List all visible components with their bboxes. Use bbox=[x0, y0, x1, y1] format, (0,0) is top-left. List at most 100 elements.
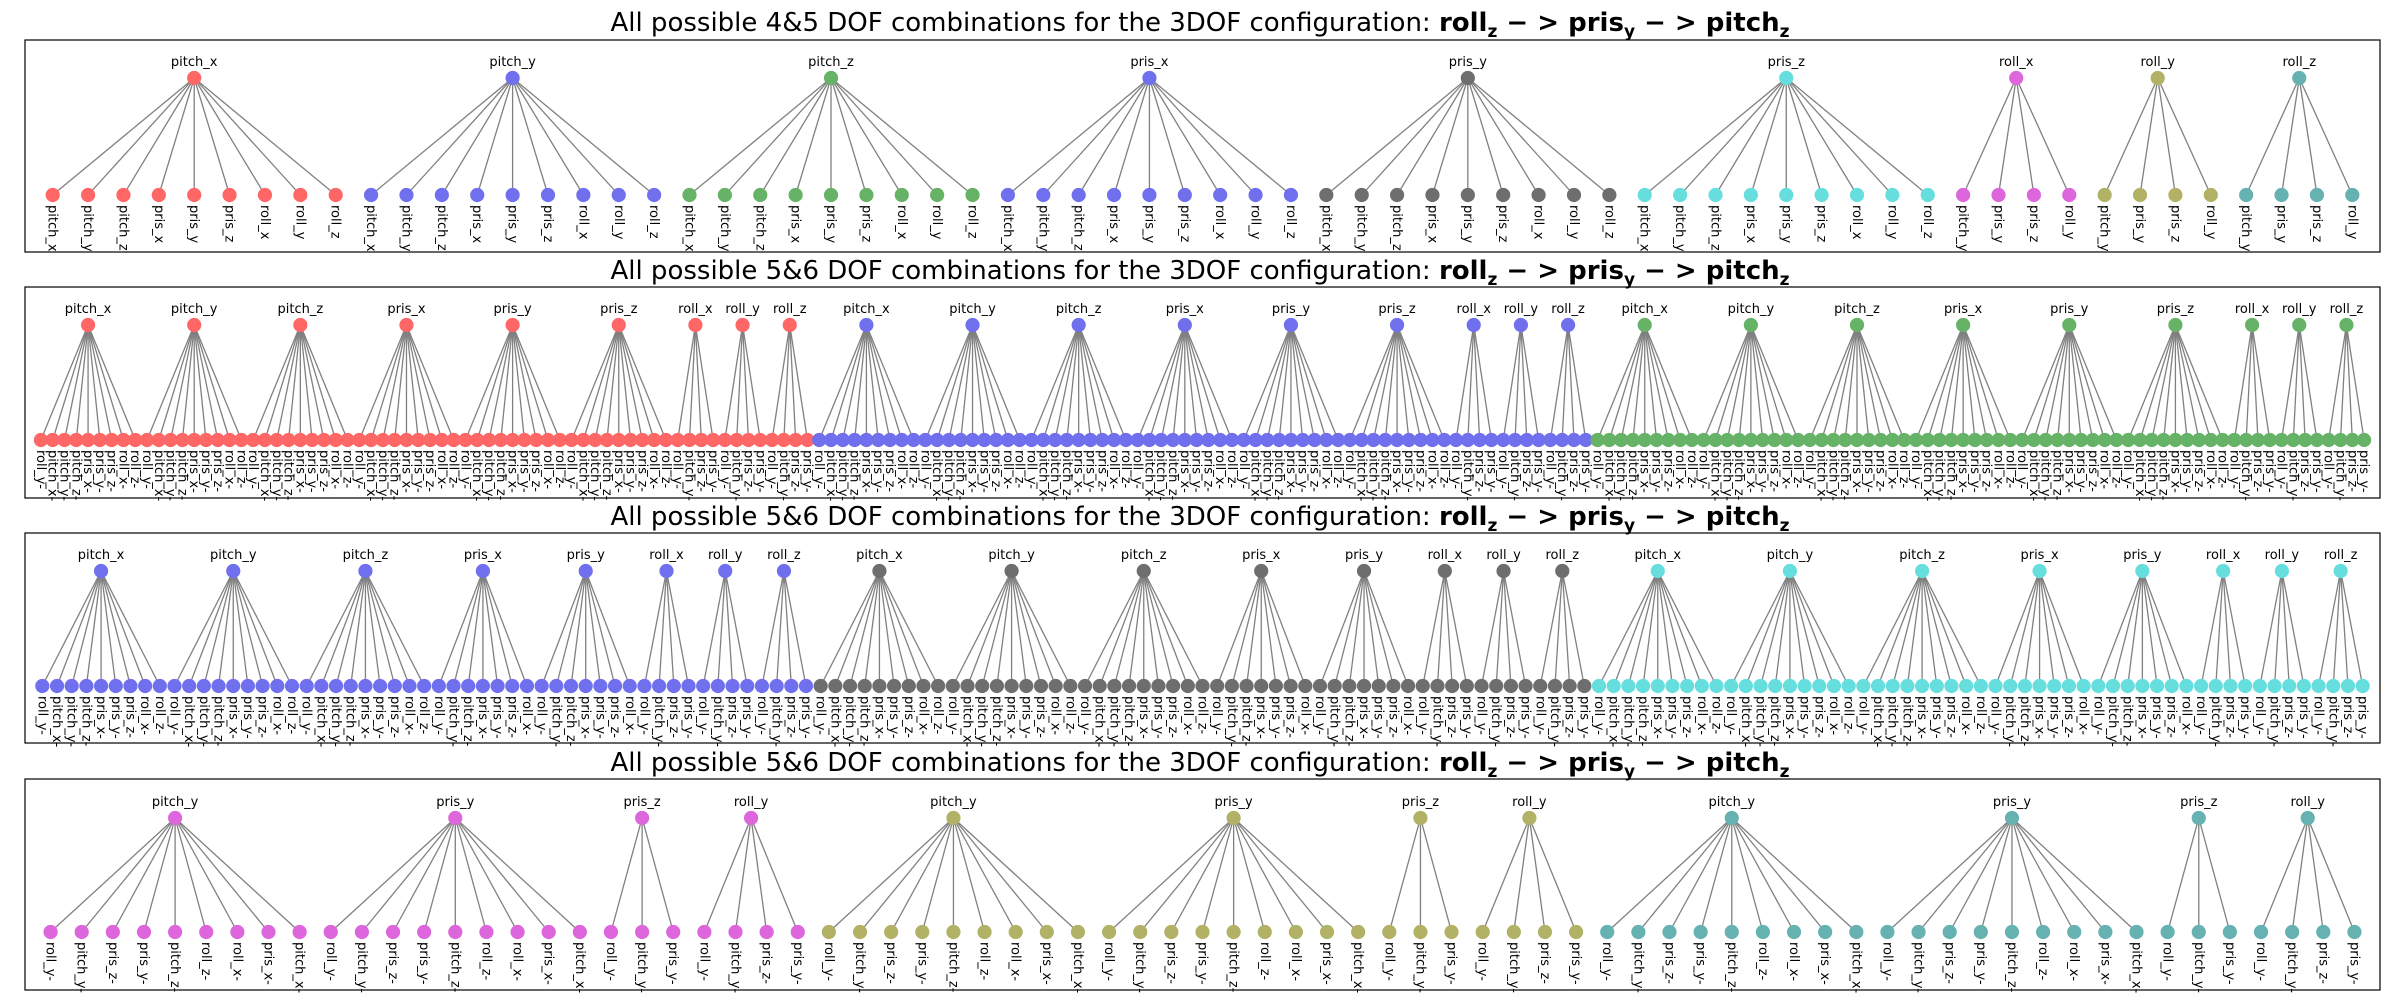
leaf-label: roll_y- bbox=[2253, 942, 2268, 981]
leaf-label: pris_x- bbox=[1319, 942, 1334, 985]
root-node bbox=[634, 810, 650, 826]
tree-edge bbox=[75, 324, 89, 441]
tree-edge bbox=[1520, 324, 1540, 441]
leaf-node bbox=[1908, 432, 1924, 448]
tree-pris_z: pris_zroll_y-pitch_x-pitch_y-pitch_z-pri… bbox=[564, 302, 674, 502]
root-label: pris_y bbox=[1215, 795, 1253, 810]
root-label: pitch_y bbox=[171, 302, 218, 317]
leaf-node bbox=[74, 924, 89, 940]
tree-edge bbox=[394, 324, 408, 441]
tree-pris_y: pris_yroll_y-pitch_x-pitch_y-pitch_z-pri… bbox=[457, 302, 567, 502]
leaf-node bbox=[1929, 678, 1944, 694]
root-node bbox=[1226, 810, 1241, 826]
panel-1-title: All possible 4&5 DOF combinations for th… bbox=[610, 8, 1789, 42]
tree-edge bbox=[2151, 324, 2177, 441]
tree-edge bbox=[1348, 570, 1365, 687]
leaf-label: roll_y- bbox=[1542, 450, 1557, 489]
leaf-label: roll_x- bbox=[2066, 942, 2081, 981]
leaf-label: roll_x- bbox=[1318, 450, 1333, 489]
leaf-node bbox=[2309, 432, 2325, 448]
leaf-node bbox=[576, 432, 591, 448]
leaf-label: roll_y bbox=[2061, 205, 2076, 240]
root-label: pris_y bbox=[1272, 302, 1310, 317]
title-segment: z bbox=[1780, 516, 1790, 536]
leaf-label: roll_z- bbox=[1684, 450, 1699, 489]
leaf-label: pris_y- bbox=[1861, 450, 1876, 493]
title-segment: pris bbox=[1568, 8, 1624, 38]
root-node bbox=[2339, 317, 2354, 333]
leaf-label: roll_y- bbox=[945, 696, 960, 735]
leaf-node bbox=[45, 187, 60, 203]
root-label: pris_y bbox=[2050, 302, 2088, 317]
leaf-label: pitch_x- bbox=[1350, 942, 1365, 994]
leaf-label: pris_z- bbox=[2344, 450, 2359, 492]
leaf-node bbox=[2252, 678, 2267, 694]
leaf-node bbox=[352, 432, 367, 448]
leaf-label: pris_y- bbox=[798, 696, 813, 739]
tree-edge bbox=[512, 324, 561, 441]
leaf-node bbox=[1165, 432, 1181, 448]
tree-edge bbox=[2280, 77, 2300, 196]
leaf-node bbox=[872, 678, 887, 694]
leaf-node bbox=[151, 187, 166, 203]
leaf-label: roll_y- bbox=[2014, 450, 2029, 489]
leaf-node bbox=[1039, 924, 1054, 940]
tree-edge bbox=[405, 77, 514, 196]
leaf-label: roll_y- bbox=[1696, 450, 1711, 489]
leaf-node bbox=[894, 187, 909, 203]
leaf-node bbox=[529, 432, 544, 448]
leaf-node bbox=[1077, 678, 1093, 694]
leaf-node bbox=[2340, 678, 2356, 694]
leaf-node bbox=[299, 678, 314, 694]
leaf-node bbox=[2017, 678, 2032, 694]
leaf-label: pris_z- bbox=[528, 450, 543, 492]
tree-edge bbox=[2127, 570, 2144, 687]
leaf-node bbox=[1236, 432, 1251, 448]
leaf-label: roll_y- bbox=[2226, 450, 2241, 489]
tree-edge bbox=[512, 77, 620, 196]
leaf-label: roll_y- bbox=[299, 696, 314, 735]
tree-edge bbox=[50, 817, 176, 933]
leaf-label: pitch_y- bbox=[1753, 696, 1768, 747]
tree-edge bbox=[1514, 324, 1522, 441]
leaf-node bbox=[1779, 432, 1794, 448]
root-node bbox=[2168, 317, 2183, 333]
tree-pitch_x: pitch_xroll_y-pitch_x-pitch_y-pitch_z-pr… bbox=[813, 548, 946, 748]
leaf-node bbox=[505, 678, 520, 694]
leaf-node bbox=[670, 432, 685, 448]
tree-edge bbox=[193, 324, 231, 441]
leaf-label: roll_y- bbox=[1415, 696, 1430, 735]
root-label: roll_z bbox=[1546, 548, 1580, 563]
leaf-node bbox=[1437, 432, 1452, 448]
tree-edge bbox=[1078, 324, 1092, 441]
tree-edge bbox=[1290, 324, 1316, 441]
leaf-label: pitch_x bbox=[1000, 205, 1015, 252]
tree-pris_x: pris_xroll_y-pitch_y-pitch_z-pris_x-pris… bbox=[1988, 548, 2091, 747]
tree-edge bbox=[2174, 324, 2188, 441]
tree-pitch_y: pitch_yroll_y-pitch_x-pitch_y-pitch_z-pr… bbox=[139, 302, 249, 502]
leaf-label: pris_z- bbox=[1662, 942, 1677, 984]
tree-edge bbox=[1502, 324, 1522, 441]
leaf-node bbox=[1661, 432, 1676, 448]
leaf-label: pitch_x- bbox=[151, 450, 166, 502]
leaf-node bbox=[2311, 678, 2326, 694]
leaf-label: roll_z- bbox=[2108, 450, 2123, 489]
tree-edge bbox=[276, 324, 301, 441]
leaf-node bbox=[1885, 187, 1900, 203]
leaf-label: pris_x- bbox=[225, 696, 240, 739]
leaf-label: pitch_x- bbox=[1092, 696, 1107, 748]
leaf-node bbox=[1614, 432, 1629, 448]
leaf-node bbox=[1142, 187, 1157, 203]
leaf-node bbox=[1136, 678, 1151, 694]
leaf-label: pris_z bbox=[222, 205, 237, 242]
tree-pris_y: pris_yroll_y-pitch_x-pitch_y-pitch_z-pri… bbox=[1236, 302, 1346, 502]
leaf-label: pris_y- bbox=[1755, 450, 1770, 493]
leaf-label: roll_x- bbox=[622, 696, 637, 735]
leaf-node bbox=[1566, 187, 1582, 203]
leaf-node bbox=[1356, 678, 1372, 694]
tree-edge bbox=[1962, 324, 1988, 441]
leaf-label: roll_y- bbox=[1591, 696, 1606, 735]
leaf-node bbox=[2298, 432, 2313, 448]
